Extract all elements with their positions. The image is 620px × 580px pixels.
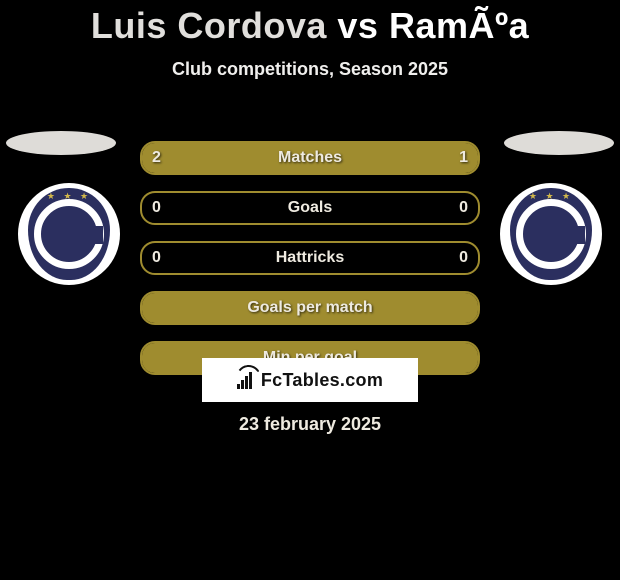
stat-value-left: 2	[152, 143, 161, 173]
vs-text: vs	[327, 5, 389, 46]
subtitle: Club competitions, Season 2025	[0, 59, 620, 80]
stat-value-left: 0	[152, 193, 161, 223]
chart-icon	[237, 371, 257, 389]
brand-text: FcTables.com	[261, 370, 383, 391]
player2-name: RamÃºa	[389, 5, 529, 46]
date-label: 23 february 2025	[0, 414, 620, 435]
stat-value-right: 1	[459, 143, 468, 173]
crest-c-icon	[516, 199, 586, 269]
player2-photo-placeholder	[504, 131, 614, 155]
stats-list: Matches21Goals00Hattricks00Goals per mat…	[140, 125, 480, 375]
comparison-widget: Luis Cordova vs RamÃºa Club competitions…	[0, 5, 620, 580]
stat-label: Goals per match	[142, 293, 478, 323]
stat-label: Goals	[142, 193, 478, 223]
stat-row: Hattricks0 0	[140, 241, 480, 275]
player2-club-crest: ★ ★ ★	[500, 183, 602, 285]
stat-row: Goals0 0	[140, 191, 480, 225]
stat-label: Hattricks	[142, 243, 478, 273]
stat-value-left: 0	[152, 243, 161, 273]
stat-row: Matches2 1	[140, 141, 480, 175]
stat-label: Matches	[142, 143, 478, 173]
player1-photo-placeholder	[6, 131, 116, 155]
stat-value-right: 0	[459, 193, 468, 223]
stat-row: Goals per match	[140, 291, 480, 325]
crest-c-icon	[34, 199, 104, 269]
player1-club-crest: ★ ★ ★	[18, 183, 120, 285]
page-title: Luis Cordova vs RamÃºa	[0, 5, 620, 47]
brand-badge[interactable]: FcTables.com	[202, 358, 418, 402]
player1-name: Luis Cordova	[91, 5, 327, 46]
stat-value-right: 0	[459, 243, 468, 273]
